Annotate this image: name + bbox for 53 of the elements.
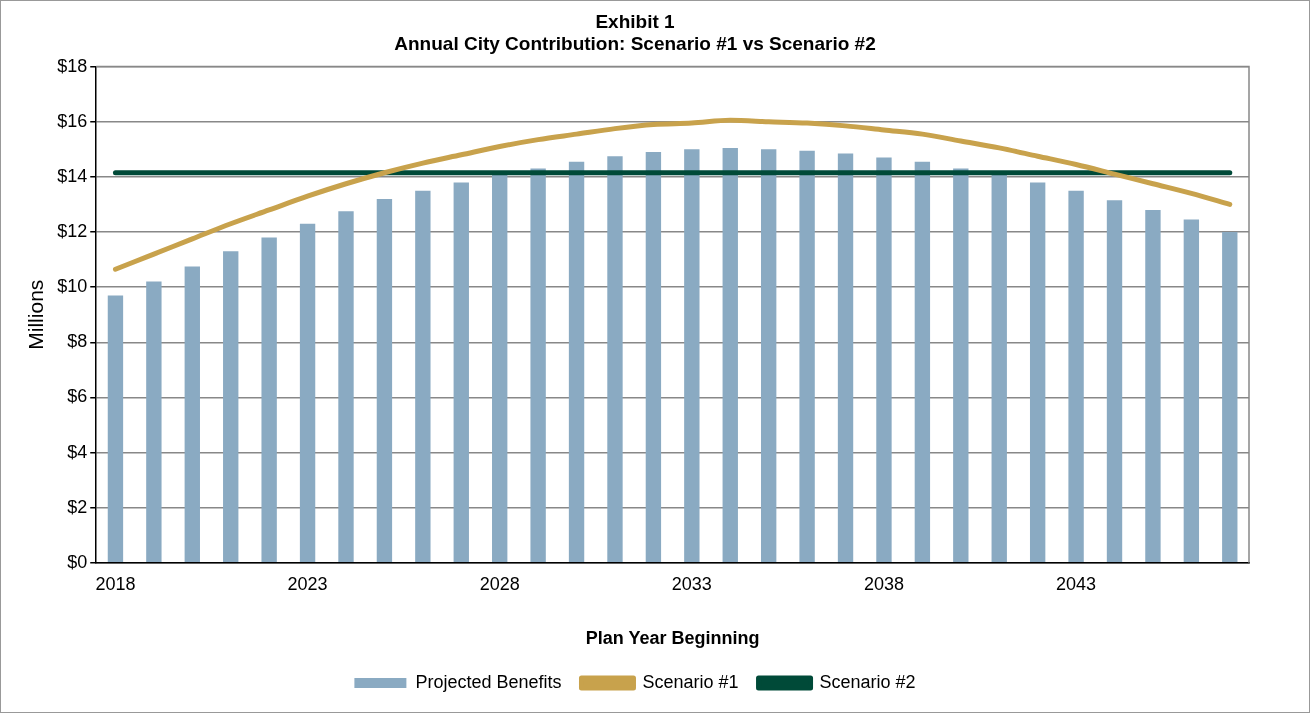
bar <box>914 161 931 563</box>
bar <box>799 150 815 563</box>
bar <box>1106 200 1123 563</box>
bar <box>1145 209 1161 563</box>
bar <box>338 211 354 563</box>
text: Exhibit 1 <box>595 10 675 32</box>
y-tick-label: $6 <box>67 386 88 407</box>
x-tick-label: 2038 <box>863 573 904 594</box>
x-tick-label: 2033 <box>671 573 712 594</box>
y-tick-label: $0 <box>67 551 88 572</box>
bar <box>837 153 854 563</box>
y-axis-title: Millions <box>24 279 48 350</box>
bar <box>453 182 469 563</box>
bar <box>607 156 623 563</box>
bar <box>722 147 738 563</box>
x-axis-title: Plan Year Beginning <box>585 628 760 649</box>
y-tick-label: $10 <box>57 276 88 297</box>
bar <box>876 157 892 563</box>
text: Annual City Contribution: Scenario #1 vs Scenario #2 <box>394 33 876 55</box>
bar <box>568 161 585 563</box>
x-tick-label: 2028 <box>479 573 520 594</box>
bar <box>299 223 316 563</box>
y-tick-label: $12 <box>57 220 88 241</box>
bar <box>223 251 239 563</box>
y-tick-label: $16 <box>57 110 88 131</box>
bar <box>684 149 700 563</box>
bar <box>492 172 508 563</box>
bar <box>1068 190 1084 563</box>
legend-label: Scenario #1 <box>642 671 739 692</box>
bar <box>761 149 777 563</box>
bar <box>146 281 162 563</box>
bar <box>261 237 277 563</box>
bar <box>107 295 124 563</box>
x-tick-label: 2018 <box>95 573 136 594</box>
bar <box>184 266 200 563</box>
bar <box>953 168 969 563</box>
bar <box>1029 182 1046 563</box>
x-tick-label: 2023 <box>287 573 328 594</box>
bar <box>1183 219 1200 563</box>
y-tick-label: $18 <box>57 55 88 76</box>
bar <box>991 174 1007 563</box>
bar <box>415 190 431 563</box>
legend-label: Projected Benefits <box>415 671 562 692</box>
bar <box>376 198 393 563</box>
y-tick-label: $4 <box>67 441 88 462</box>
bar <box>530 168 546 563</box>
bar <box>645 152 662 563</box>
bar <box>1222 232 1238 563</box>
y-tick-label: $2 <box>67 496 88 517</box>
legend-label: Scenario #2 <box>819 671 916 692</box>
x-tick-label: 2043 <box>1056 573 1097 594</box>
y-tick-label: $14 <box>57 165 88 186</box>
y-tick-label: $8 <box>67 331 88 352</box>
